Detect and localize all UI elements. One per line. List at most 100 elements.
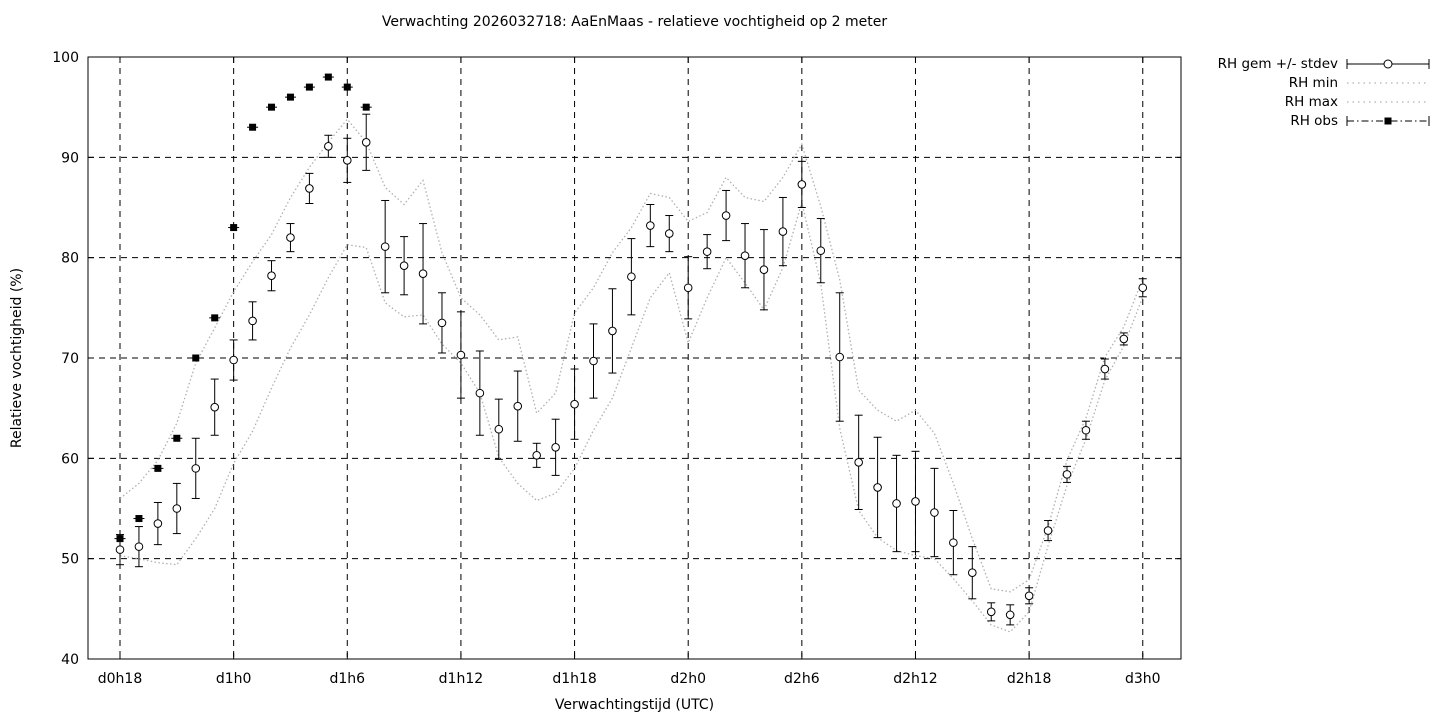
mean-point [172,504,182,513]
svg-text:40: 40 [61,652,79,668]
mean-point [475,388,485,398]
series-rh-obs [114,73,372,543]
errorbar-circle-sample-icon [1346,58,1430,69]
mean-point [835,352,845,362]
mean-point [1100,364,1110,374]
chart-title: Verwachting 2026032718: AaEnMaas - relat… [381,14,888,30]
mean-point [1138,283,1148,293]
mean-point [702,247,712,256]
mean-point [1043,526,1053,535]
mean-point [1024,591,1034,601]
mean-point [456,350,466,360]
mean-point [437,318,447,328]
x-axis-title: Verwachtingstijd (UTC) [554,697,715,713]
obs-point [305,83,313,91]
mean-point [797,180,807,189]
obs-point [268,103,276,111]
obs-point [211,314,219,322]
legend-entry-rh-obs: RH obs [1218,111,1432,130]
svg-text:d3h0: d3h0 [1125,671,1161,687]
mean-point [1005,610,1015,620]
legend-entry-rh-min: RH min [1218,73,1432,92]
svg-text:70: 70 [61,351,79,367]
mean-point [191,464,201,473]
mean-point [778,227,788,236]
mean-point [816,246,826,255]
svg-text:80: 80 [61,251,79,267]
series-rh-gem [115,113,1148,626]
mean-point [608,326,617,336]
svg-text:d2h0: d2h0 [670,671,706,687]
grid-lines [88,57,1181,659]
legend-entry-rh-max: RH max [1218,92,1432,111]
mean-point [589,356,598,366]
obs-point [343,83,351,91]
obs-point [173,434,181,442]
mean-point [210,402,219,412]
mean-point [721,211,731,220]
mean-point [1062,470,1072,479]
legend-label-rh-obs: RH obs [1290,112,1338,129]
mean-point [1081,425,1091,435]
obs-point [249,123,257,131]
mean-point [513,401,523,411]
obs-point [154,464,162,472]
mean-point [968,568,977,578]
mean-point [854,458,863,467]
mean-point [380,242,390,251]
mean-point [134,542,144,551]
plot-frame [87,56,1182,660]
svg-text:90: 90 [61,150,79,166]
mean-point [740,251,750,260]
mean-point [986,607,996,617]
legend-entry-rh-gem: RH gem +/- stdev [1218,54,1432,73]
mean-point [532,451,541,460]
mean-point [115,545,125,554]
mean-point [361,137,371,147]
x-tick-labels: d0h18 d1h0 d1h6 d1h12 d1h18 d2h0 d2h6 d2h12 d2h1… [98,671,1161,687]
obs-point [192,354,200,362]
mean-point [153,519,163,528]
mean-point [324,141,333,151]
svg-text:d2h18: d2h18 [1007,671,1051,687]
y-tick-labels: 40 50 60 70 80 90 100 [52,50,79,668]
mean-point [646,221,655,230]
mean-point [892,499,901,508]
mean-point [342,156,352,165]
mean-point [399,261,409,270]
svg-text:d0h18: d0h18 [98,671,142,687]
obs-point [324,73,332,81]
mean-point [494,424,504,434]
svg-text:d1h6: d1h6 [329,671,365,687]
obs-point [230,224,238,232]
dotted-line-sample-icon [1347,100,1429,103]
mean-point [873,483,882,492]
mean-point [418,269,428,279]
obs-point [116,535,124,543]
svg-text:d2h6: d2h6 [784,671,820,687]
mean-point [930,508,939,517]
svg-text:d1h12: d1h12 [439,671,483,687]
dashdot-square-sample-icon [1346,115,1430,126]
mean-point [1119,334,1129,344]
obs-point [286,93,294,101]
mean-point [664,229,674,238]
mean-point [683,283,693,293]
mean-point [627,272,636,282]
svg-text:d1h18: d1h18 [552,671,596,687]
series-rh-max [119,118,1144,593]
mean-point [911,497,920,506]
svg-text:60: 60 [61,451,79,467]
legend-label-rh-gem: RH gem +/- stdev [1217,55,1338,72]
mean-point [949,538,958,547]
mean-point [305,184,314,193]
obs-point [362,103,370,111]
series-rh-min [119,199,1144,633]
legend: RH gem +/- stdev RH min RH max RH obs [1218,54,1432,130]
svg-text:50: 50 [61,552,79,568]
legend-label-rh-min: RH min [1288,74,1338,91]
mean-point [759,265,769,275]
obs-point [135,515,143,523]
svg-text:d1h0: d1h0 [216,671,252,687]
